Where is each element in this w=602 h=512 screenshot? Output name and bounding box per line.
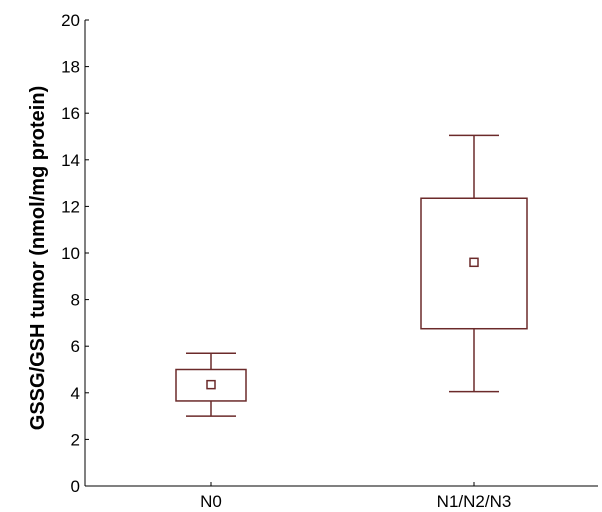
y-tick-label: 18 xyxy=(61,58,80,77)
y-tick-label: 20 xyxy=(61,11,80,30)
y-tick-label: 8 xyxy=(71,291,80,310)
y-tick-label: 2 xyxy=(71,430,80,449)
y-tick-label: 4 xyxy=(71,384,80,403)
box-rect xyxy=(420,197,528,330)
box-rect xyxy=(175,368,247,402)
x-axis: N0 N1/N2/N3 xyxy=(85,482,598,511)
y-tick-label: 14 xyxy=(61,151,80,170)
y-tick-label: 10 xyxy=(61,244,80,263)
y-tick-label: 0 xyxy=(71,477,80,496)
box-series xyxy=(175,134,528,417)
x-tick-label: N1/N2/N3 xyxy=(437,492,512,511)
y-tick-label: 16 xyxy=(61,104,80,123)
x-tick-label: N0 xyxy=(200,492,222,511)
y-tick-label: 12 xyxy=(61,197,80,216)
mean-marker xyxy=(206,379,216,390)
y-axis: 0 2 4 6 8 10 12 14 16 18 20 xyxy=(61,11,89,496)
box-n1-n2-n3 xyxy=(420,134,528,393)
box-n0 xyxy=(175,352,247,417)
y-tick-label: 6 xyxy=(71,337,80,356)
mean-marker xyxy=(469,257,479,268)
y-axis-title: GSSG/GSH tumor (nmol/mg protein) xyxy=(27,86,49,430)
